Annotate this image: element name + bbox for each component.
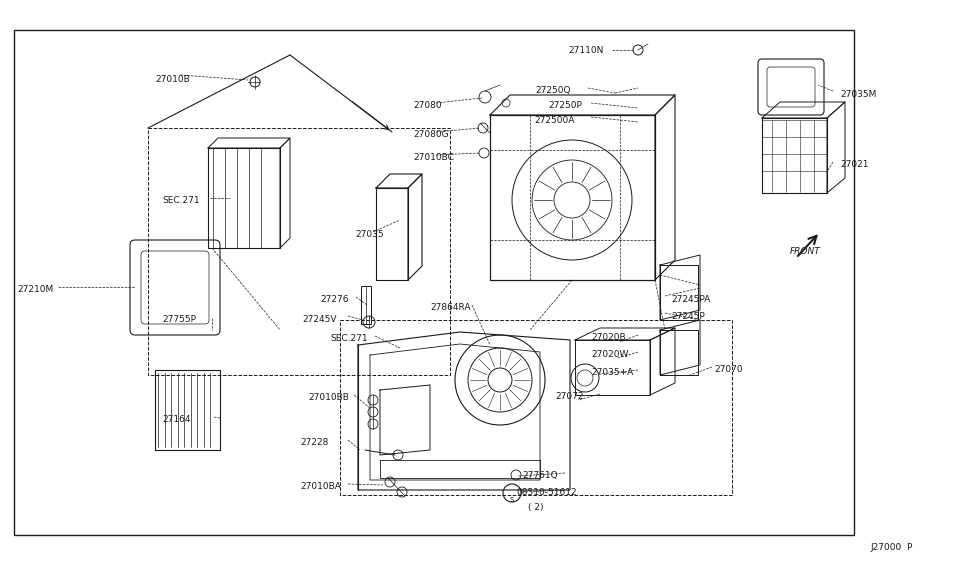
- Text: 27080G: 27080G: [413, 130, 448, 139]
- Text: ( 2): ( 2): [528, 503, 543, 512]
- Text: 27228: 27228: [300, 438, 329, 447]
- Text: 08510-51612: 08510-51612: [516, 488, 576, 497]
- Bar: [490, 115, 655, 280]
- Text: 27276: 27276: [320, 295, 348, 304]
- Bar: [208, 148, 280, 248]
- Text: 27250P: 27250P: [548, 101, 582, 110]
- Bar: [762, 118, 827, 193]
- Text: S: S: [509, 497, 514, 503]
- Text: SEC.271: SEC.271: [162, 196, 200, 205]
- Text: 27072: 27072: [555, 392, 583, 401]
- Text: 272500A: 272500A: [534, 116, 574, 125]
- Text: 27010BC: 27010BC: [413, 153, 454, 162]
- Text: 27080: 27080: [413, 101, 442, 110]
- Text: 27245V: 27245V: [302, 315, 336, 324]
- Text: 27755P: 27755P: [162, 315, 196, 324]
- Text: J27000  P: J27000 P: [870, 543, 913, 552]
- Bar: [340, 320, 732, 495]
- Text: 27010BA: 27010BA: [300, 482, 341, 491]
- Text: 27210M: 27210M: [17, 285, 54, 294]
- Text: 27020B: 27020B: [591, 333, 626, 342]
- Bar: [575, 340, 650, 395]
- Text: 27164: 27164: [162, 415, 190, 424]
- Text: 27245PA: 27245PA: [671, 295, 710, 304]
- Bar: [148, 128, 450, 375]
- Text: 27245P: 27245P: [671, 312, 705, 321]
- Text: FRONT: FRONT: [790, 247, 821, 256]
- Bar: [660, 265, 698, 320]
- Bar: [660, 330, 698, 375]
- Text: 27864RA: 27864RA: [430, 303, 471, 312]
- Bar: [14, 30, 854, 535]
- Text: 27010BB: 27010BB: [308, 393, 349, 402]
- Text: 27070: 27070: [714, 365, 743, 374]
- Text: 27110N: 27110N: [568, 46, 604, 55]
- Text: 27010B: 27010B: [155, 75, 190, 84]
- Text: 27250Q: 27250Q: [535, 86, 570, 95]
- Bar: [155, 370, 220, 450]
- Text: 27035M: 27035M: [840, 90, 877, 99]
- Text: SEC.271: SEC.271: [330, 334, 368, 343]
- Text: 27020W: 27020W: [591, 350, 628, 359]
- Text: 27021: 27021: [840, 160, 869, 169]
- Text: 27761Q: 27761Q: [522, 471, 558, 480]
- Bar: [361, 286, 371, 324]
- Text: 27035+A: 27035+A: [591, 368, 633, 377]
- Text: 27035: 27035: [355, 230, 383, 239]
